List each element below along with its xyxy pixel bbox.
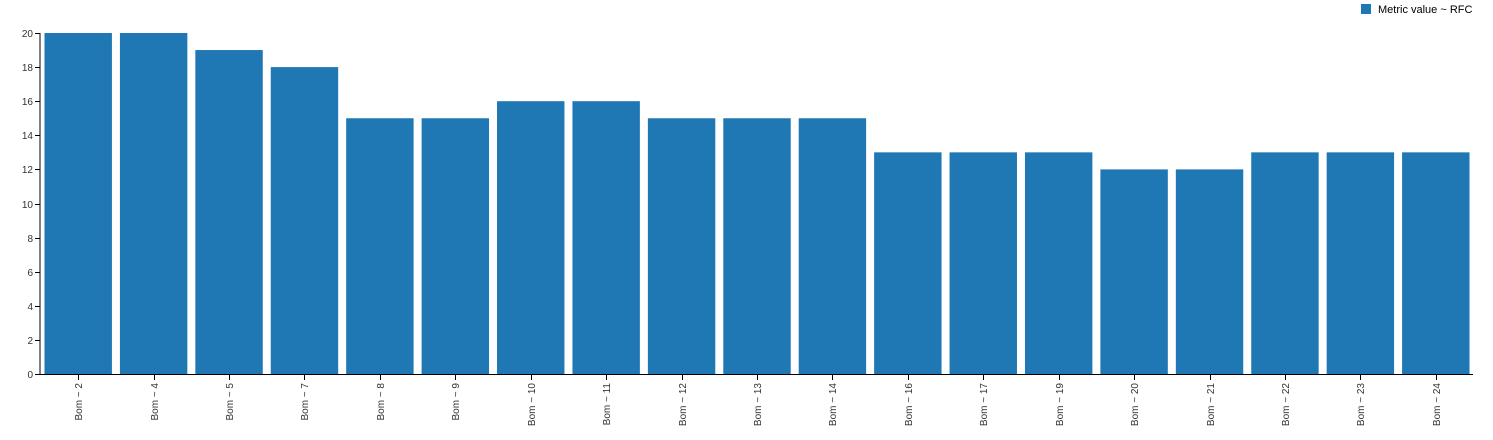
y-tick-label: 0 [27, 370, 33, 381]
y-tick-label: 18 [22, 63, 34, 74]
bars [44, 33, 1470, 375]
bar[interactable] [798, 118, 867, 374]
x-tick-label: Bom ~ 22 [1281, 383, 1292, 427]
x-tick-label: Bom ~ 5 [225, 383, 236, 421]
y-tick-label: 14 [22, 131, 34, 142]
bar[interactable] [346, 118, 414, 374]
bar[interactable] [1024, 152, 1093, 374]
bar[interactable] [874, 152, 942, 374]
bar[interactable] [119, 33, 188, 374]
y-tick-label: 10 [22, 200, 34, 211]
x-tick-label: Bom ~ 16 [904, 383, 915, 427]
bar[interactable] [1251, 152, 1319, 374]
x-tick-label: Bom ~ 9 [451, 383, 462, 421]
x-axis: Bom ~ 2 Bom ~ 4 Bom ~ 5 Bom ~ 7 Bom ~ 8 Bom ~… [40, 374, 1473, 426]
y-tick-label: 20 [22, 29, 34, 40]
bar[interactable] [1402, 152, 1470, 374]
y-tick-label: 4 [27, 302, 33, 313]
x-tick-label: Bom ~ 10 [527, 383, 538, 427]
x-tick-label: Bom ~ 4 [150, 383, 161, 421]
y-tick-label: 2 [27, 336, 33, 347]
bar[interactable] [195, 50, 263, 375]
legend-swatch [1361, 4, 1371, 14]
x-tick-label: Bom ~ 19 [1055, 383, 1066, 427]
bar[interactable] [44, 33, 112, 374]
x-tick-label: Bom ~ 23 [1356, 383, 1367, 427]
bar[interactable] [647, 118, 716, 374]
bar[interactable] [270, 67, 339, 374]
x-tick-label: Bom ~ 24 [1432, 383, 1443, 427]
legend-label: Metric value ~ RFC [1378, 4, 1472, 16]
x-tick-label: Bom ~ 14 [828, 383, 839, 427]
x-tick-label: Bom ~ 7 [300, 383, 311, 421]
x-tick-label: Bom ~ 11 [602, 383, 613, 426]
x-tick-label: Bom ~ 13 [753, 383, 764, 427]
bar[interactable] [421, 118, 490, 374]
x-tick-label: Bom ~ 20 [1130, 383, 1141, 427]
x-tick-label: Bom ~ 12 [678, 383, 689, 427]
x-tick-label: Bom ~ 21 [1206, 383, 1217, 427]
bar[interactable] [723, 118, 791, 374]
x-tick-label: Bom ~ 17 [979, 383, 990, 427]
bar[interactable] [1100, 169, 1168, 374]
y-tick-label: 8 [27, 234, 33, 245]
y-tick-label: 6 [27, 268, 33, 279]
y-tick-label: 16 [22, 97, 34, 108]
bar[interactable] [572, 101, 640, 374]
y-tick-label: 12 [22, 165, 34, 176]
bar[interactable] [949, 152, 1017, 374]
x-tick-label: Bom ~ 2 [74, 383, 85, 421]
legend: Metric value ~ RFC [1361, 4, 1472, 16]
x-tick-label: Bom ~ 8 [376, 383, 387, 421]
bar[interactable] [1326, 152, 1395, 374]
bar[interactable] [1175, 169, 1244, 374]
bar[interactable] [497, 101, 565, 374]
y-axis: 0 2 4 6 8 10 12 14 16 18 20 [22, 29, 41, 381]
